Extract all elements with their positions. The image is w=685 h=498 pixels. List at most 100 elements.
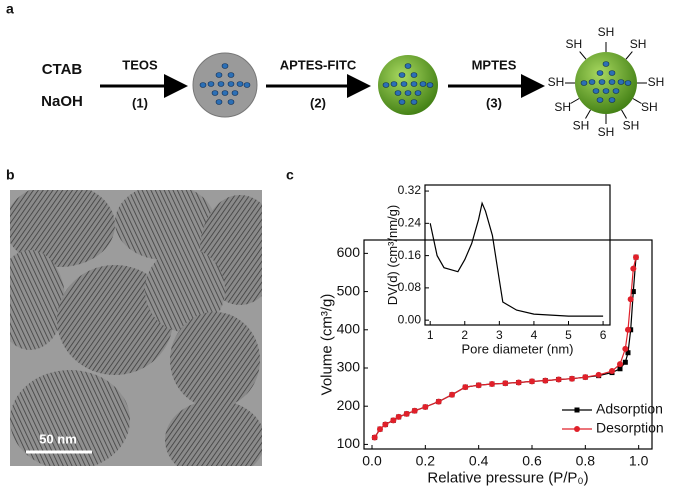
marker	[422, 403, 429, 410]
pore	[231, 90, 239, 96]
pore	[426, 82, 434, 88]
y-tick-label: 300	[337, 359, 361, 375]
pore	[608, 79, 616, 85]
pore	[592, 88, 600, 94]
legend-marker	[574, 426, 580, 432]
marker	[630, 265, 637, 272]
pore	[398, 72, 406, 78]
step-label: (1)	[132, 95, 148, 110]
panel-label: c	[286, 167, 294, 183]
y-tick-label: 0.00	[398, 312, 422, 326]
pore	[199, 82, 207, 88]
marker	[390, 417, 397, 424]
marker	[542, 377, 549, 384]
step-label: (2)	[310, 95, 326, 110]
pore	[227, 81, 235, 87]
sh-label: SH	[573, 118, 590, 132]
fitc-particle	[378, 55, 438, 115]
x-tick-label: 6	[600, 328, 607, 342]
pore	[588, 79, 596, 85]
y-tick-label: 400	[337, 320, 361, 336]
pore	[404, 90, 412, 96]
pore	[602, 88, 610, 94]
bond	[579, 51, 587, 60]
marker	[377, 426, 383, 433]
marker	[411, 407, 418, 414]
marker	[395, 413, 402, 420]
pore	[624, 80, 632, 86]
legend-marker	[574, 407, 580, 413]
scheme: CTAB NaOH TEOS (1) APTES-FITC (2) MPTES …	[41, 25, 664, 139]
marker	[449, 391, 455, 398]
pore	[596, 70, 604, 76]
pore	[617, 79, 625, 85]
pore	[215, 72, 223, 78]
pore	[227, 99, 235, 105]
plot-frame	[424, 184, 611, 326]
marker	[609, 368, 615, 375]
y-tick-label: 0.16	[398, 248, 422, 262]
x-tick-label: 4	[531, 328, 538, 342]
marker	[617, 366, 623, 372]
marker	[625, 326, 631, 333]
pore	[217, 81, 225, 87]
scale-bar-label: 50 nm	[39, 431, 77, 446]
isotherm-chart: 0.0 0.2 0.4 0.6 0.8 1.0 100 200 300 400 500 600 Rela…	[319, 239, 664, 486]
y-tick-label: 0.32	[398, 183, 422, 197]
series-line	[429, 201, 604, 317]
pore	[410, 72, 418, 78]
pore	[419, 81, 427, 87]
legend-label: Desorption	[596, 420, 664, 436]
bond	[585, 109, 591, 119]
y-tick-label: 100	[337, 435, 361, 451]
marker	[462, 384, 469, 391]
marker	[633, 254, 639, 261]
x-tick-label: 0.8	[576, 452, 596, 468]
pore	[227, 72, 235, 78]
reagent: APTES-FITC	[280, 57, 357, 72]
y-axis-label: DV(d) (cm³/nm/g)	[385, 205, 400, 305]
silica-particle	[192, 52, 258, 118]
sh-label: SH	[623, 118, 640, 132]
marker	[382, 421, 389, 428]
pore	[394, 90, 402, 96]
pore	[221, 63, 229, 69]
sh-label: SH	[598, 125, 615, 139]
sh-label: SH	[598, 25, 615, 39]
thiol-particle	[575, 52, 637, 114]
marker	[582, 374, 589, 381]
pore	[382, 82, 390, 88]
y-axis-label: Volume (cm³/g)	[319, 294, 336, 396]
pores	[382, 63, 434, 105]
pore	[410, 99, 418, 105]
marker	[595, 371, 602, 378]
bond	[621, 109, 627, 119]
y-tick-label: 0.24	[398, 216, 422, 230]
reagent: MPTES	[472, 57, 517, 72]
sh-label: SH	[554, 100, 571, 114]
panel-label: a	[6, 1, 14, 17]
sh-label: SH	[630, 37, 647, 51]
pore	[608, 70, 616, 76]
marker	[489, 381, 495, 388]
bond	[632, 98, 642, 104]
pore	[596, 97, 604, 103]
pore	[608, 97, 616, 103]
sh-label: SH	[641, 100, 658, 114]
x-tick-label: 5	[565, 328, 572, 342]
y-tick-label: 500	[337, 282, 361, 298]
x-tick-label: 0.6	[522, 452, 542, 468]
reactant: NaOH	[41, 93, 83, 110]
pore	[410, 81, 418, 87]
reactant: CTAB	[42, 61, 83, 78]
x-tick-label: 1.0	[629, 452, 649, 468]
panel-label: b	[6, 167, 15, 183]
marker	[569, 375, 575, 382]
marker	[502, 380, 509, 387]
pore	[243, 82, 251, 88]
marker	[515, 379, 522, 386]
tem-image: 50 nm	[10, 190, 262, 466]
marker	[403, 410, 410, 417]
